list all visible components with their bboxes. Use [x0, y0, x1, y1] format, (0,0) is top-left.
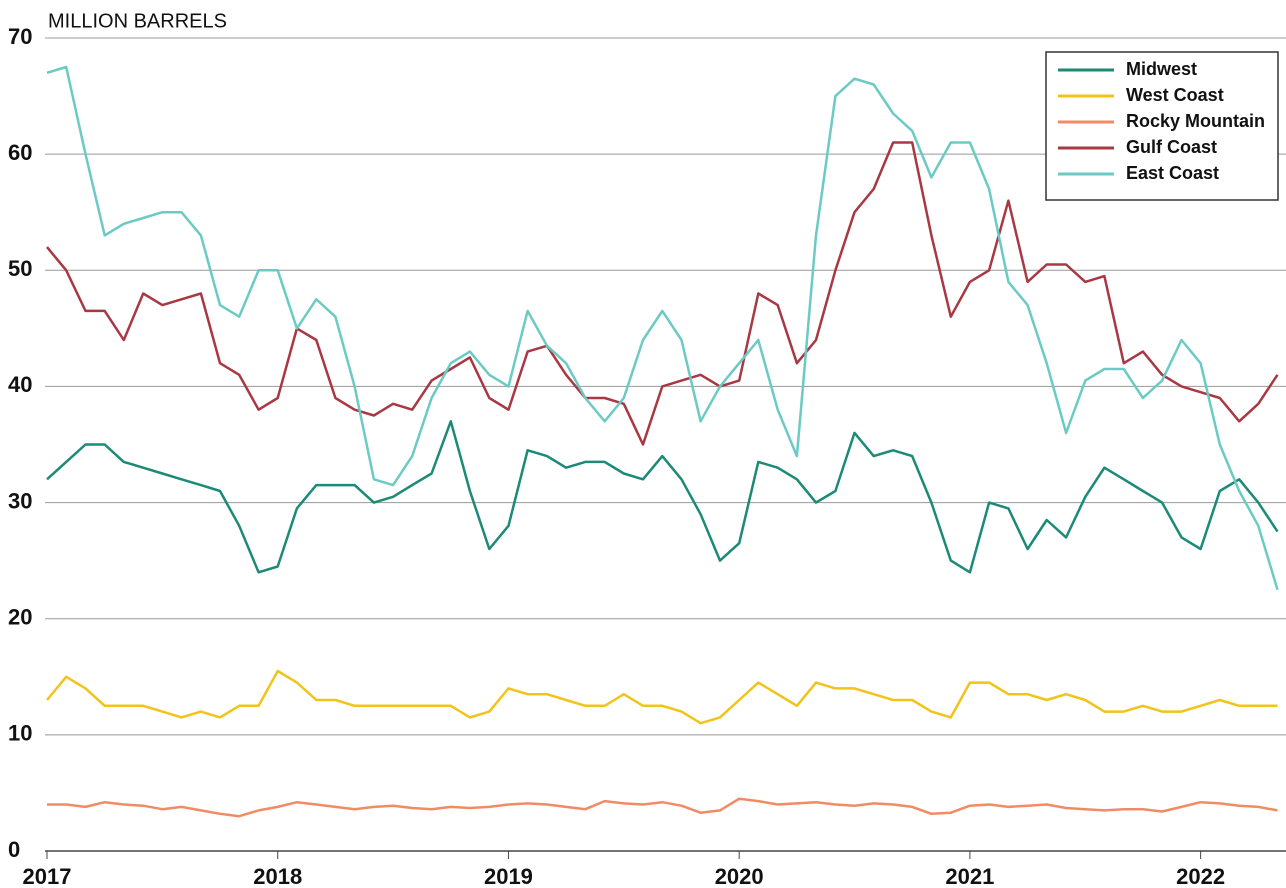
x-tick-label: 2018: [253, 864, 302, 888]
legend-label: Midwest: [1126, 59, 1197, 79]
legend-label: East Coast: [1126, 163, 1219, 183]
x-tick-label: 2019: [484, 864, 533, 888]
legend-label: West Coast: [1126, 85, 1224, 105]
x-tick-label: 2020: [715, 864, 764, 888]
series-line: [46, 669, 1278, 725]
y-tick-label: 40: [8, 372, 32, 397]
chart-title: MILLION BARRELS: [48, 10, 227, 32]
x-tick-label: 2017: [23, 864, 72, 888]
x-tick-label: 2022: [1176, 864, 1225, 888]
y-tick-label: 70: [8, 24, 32, 49]
series-line: [46, 420, 1279, 574]
y-tick-label: 60: [8, 140, 32, 165]
y-tick-label: 20: [8, 605, 32, 630]
legend-label: Gulf Coast: [1126, 137, 1217, 157]
legend-label: Rocky Mountain: [1126, 111, 1265, 131]
y-tick-label: 0: [8, 837, 20, 862]
series-line: [47, 797, 1278, 818]
y-tick-label: 10: [8, 721, 32, 746]
series-line: [46, 65, 1279, 591]
x-tick-label: 2021: [945, 864, 994, 888]
y-tick-label: 50: [8, 256, 32, 281]
series-line: [46, 141, 1279, 446]
y-tick-label: 30: [8, 488, 32, 513]
